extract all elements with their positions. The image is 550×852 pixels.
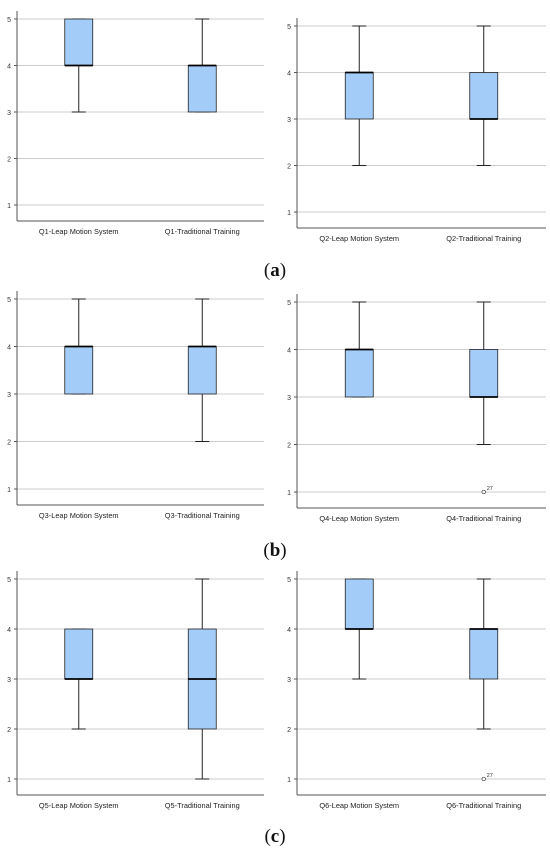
x-category-label: Q3-Traditional Training [165,511,240,520]
chart-panel-q4: 1 2 3 4 5 Q4-Leap Motion System 27 Q4-Tradition… [280,288,548,530]
box-2 [187,578,217,780]
iqr-box [64,18,94,66]
x-category-label: Q5-Leap Motion System [39,801,119,810]
y-tick-label: 3 [7,110,11,117]
iqr-box [344,578,374,630]
caption-c: (c) [264,826,286,847]
iqr-box [64,628,94,680]
y-tick-label: 4 [287,348,291,355]
x-category-label: Q6-Leap Motion System [319,801,399,810]
chart-panel-q1: 1 2 3 4 5 Q1-Leap Motion System Q1-Traditional… [0,5,266,243]
y-tick-label: 1 [287,777,291,784]
y-tick-label: 2 [7,727,11,734]
box-1 [344,25,374,166]
y-tick-label: 5 [7,17,11,24]
y-tick-label: 4 [7,627,11,634]
caption-a-letter: a [270,260,280,281]
box-2: 27 [469,301,499,495]
y-tick-label: 2 [287,727,291,734]
iqr-box [469,349,499,398]
box-plot-svg: 1 2 3 4 5 Q6-Leap Motion System 27 Q6-Tradition… [287,571,546,810]
y-tick-label: 1 [7,777,11,784]
iqr-box [64,346,94,395]
y-tick-label: 5 [287,300,291,307]
y-tick-label: 3 [287,117,291,124]
y-tick-label: 5 [287,24,291,31]
x-category-label: Q3-Leap Motion System [39,511,119,520]
box-1 [64,628,94,730]
box-plot-svg: 1 2 3 4 5 Q3-Leap Motion System Q3-Traditional… [7,291,264,520]
outlier-point [481,776,486,782]
box-2 [187,18,217,113]
y-tick-label: 1 [287,210,291,217]
y-tick-label: 1 [7,203,11,210]
x-category-label: Q6-Traditional Training [446,801,521,810]
caption-b-letter: b [269,540,281,561]
y-tick-label: 5 [287,577,291,584]
y-tick-label: 1 [287,490,291,497]
outlier-label: 27 [487,773,493,779]
box-2: 27 [469,578,499,782]
box-plot-svg: 1 2 3 4 5 Q1-Leap Motion System Q1-Traditional… [7,11,264,236]
caption-c-letter: c [270,826,280,847]
caption-b: (b) [263,540,287,561]
caption-a: (a) [263,260,287,281]
y-tick-label: 2 [287,164,291,171]
iqr-box [187,346,217,395]
x-category-label: Q2-Traditional Training [446,234,521,243]
outlier-point [481,489,486,495]
iqr-box [469,72,499,120]
box-1 [344,578,374,680]
box-1 [64,298,94,395]
y-tick-label: 2 [287,443,291,450]
y-tick-label: 4 [7,64,11,71]
x-category-label: Q4-Traditional Training [446,514,521,523]
box-plot-svg: 1 2 3 4 5 Q4-Leap Motion System 27 Q4-Tradition… [287,294,546,523]
iqr-box [469,628,499,680]
y-tick-label: 2 [7,440,11,447]
box-2 [187,298,217,442]
chart-panel-q3: 1 2 3 4 5 Q3-Leap Motion System Q3-Traditional… [0,285,266,527]
y-tick-label: 5 [7,577,11,584]
x-category-label: Q4-Leap Motion System [319,514,399,523]
chart-panel-q6: 1 2 3 4 5 Q6-Leap Motion System 27 Q6-Tradition… [280,565,548,817]
y-tick-label: 3 [287,395,291,402]
chart-panel-q5: 1 2 3 4 5 Q5-Leap Motion System Q5-Traditional… [0,565,266,817]
y-tick-label: 3 [7,392,11,399]
iqr-box [187,65,217,113]
y-tick-label: 1 [7,487,11,494]
x-category-label: Q1-Traditional Training [165,227,240,236]
x-category-label: Q2-Leap Motion System [319,234,399,243]
y-tick-label: 4 [7,345,11,352]
box-2 [469,25,499,166]
iqr-box [344,349,374,398]
chart-panel-q2: 1 2 3 4 5 Q2-Leap Motion System Q2-Traditional… [280,12,548,250]
box-plot-svg: 1 2 3 4 5 Q2-Leap Motion System Q2-Traditional… [287,18,546,243]
y-tick-label: 4 [287,71,291,78]
y-tick-label: 2 [7,157,11,164]
outlier-label: 27 [487,486,493,492]
y-tick-label: 3 [287,677,291,684]
x-category-label: Q5-Traditional Training [165,801,240,810]
box-1 [344,301,374,398]
y-tick-label: 4 [287,627,291,634]
iqr-box [344,72,374,120]
y-tick-label: 3 [7,677,11,684]
x-category-label: Q1-Leap Motion System [39,227,119,236]
y-tick-label: 5 [7,297,11,304]
box-plot-svg: 1 2 3 4 5 Q5-Leap Motion System Q5-Traditional… [7,571,264,810]
box-1 [64,18,94,113]
